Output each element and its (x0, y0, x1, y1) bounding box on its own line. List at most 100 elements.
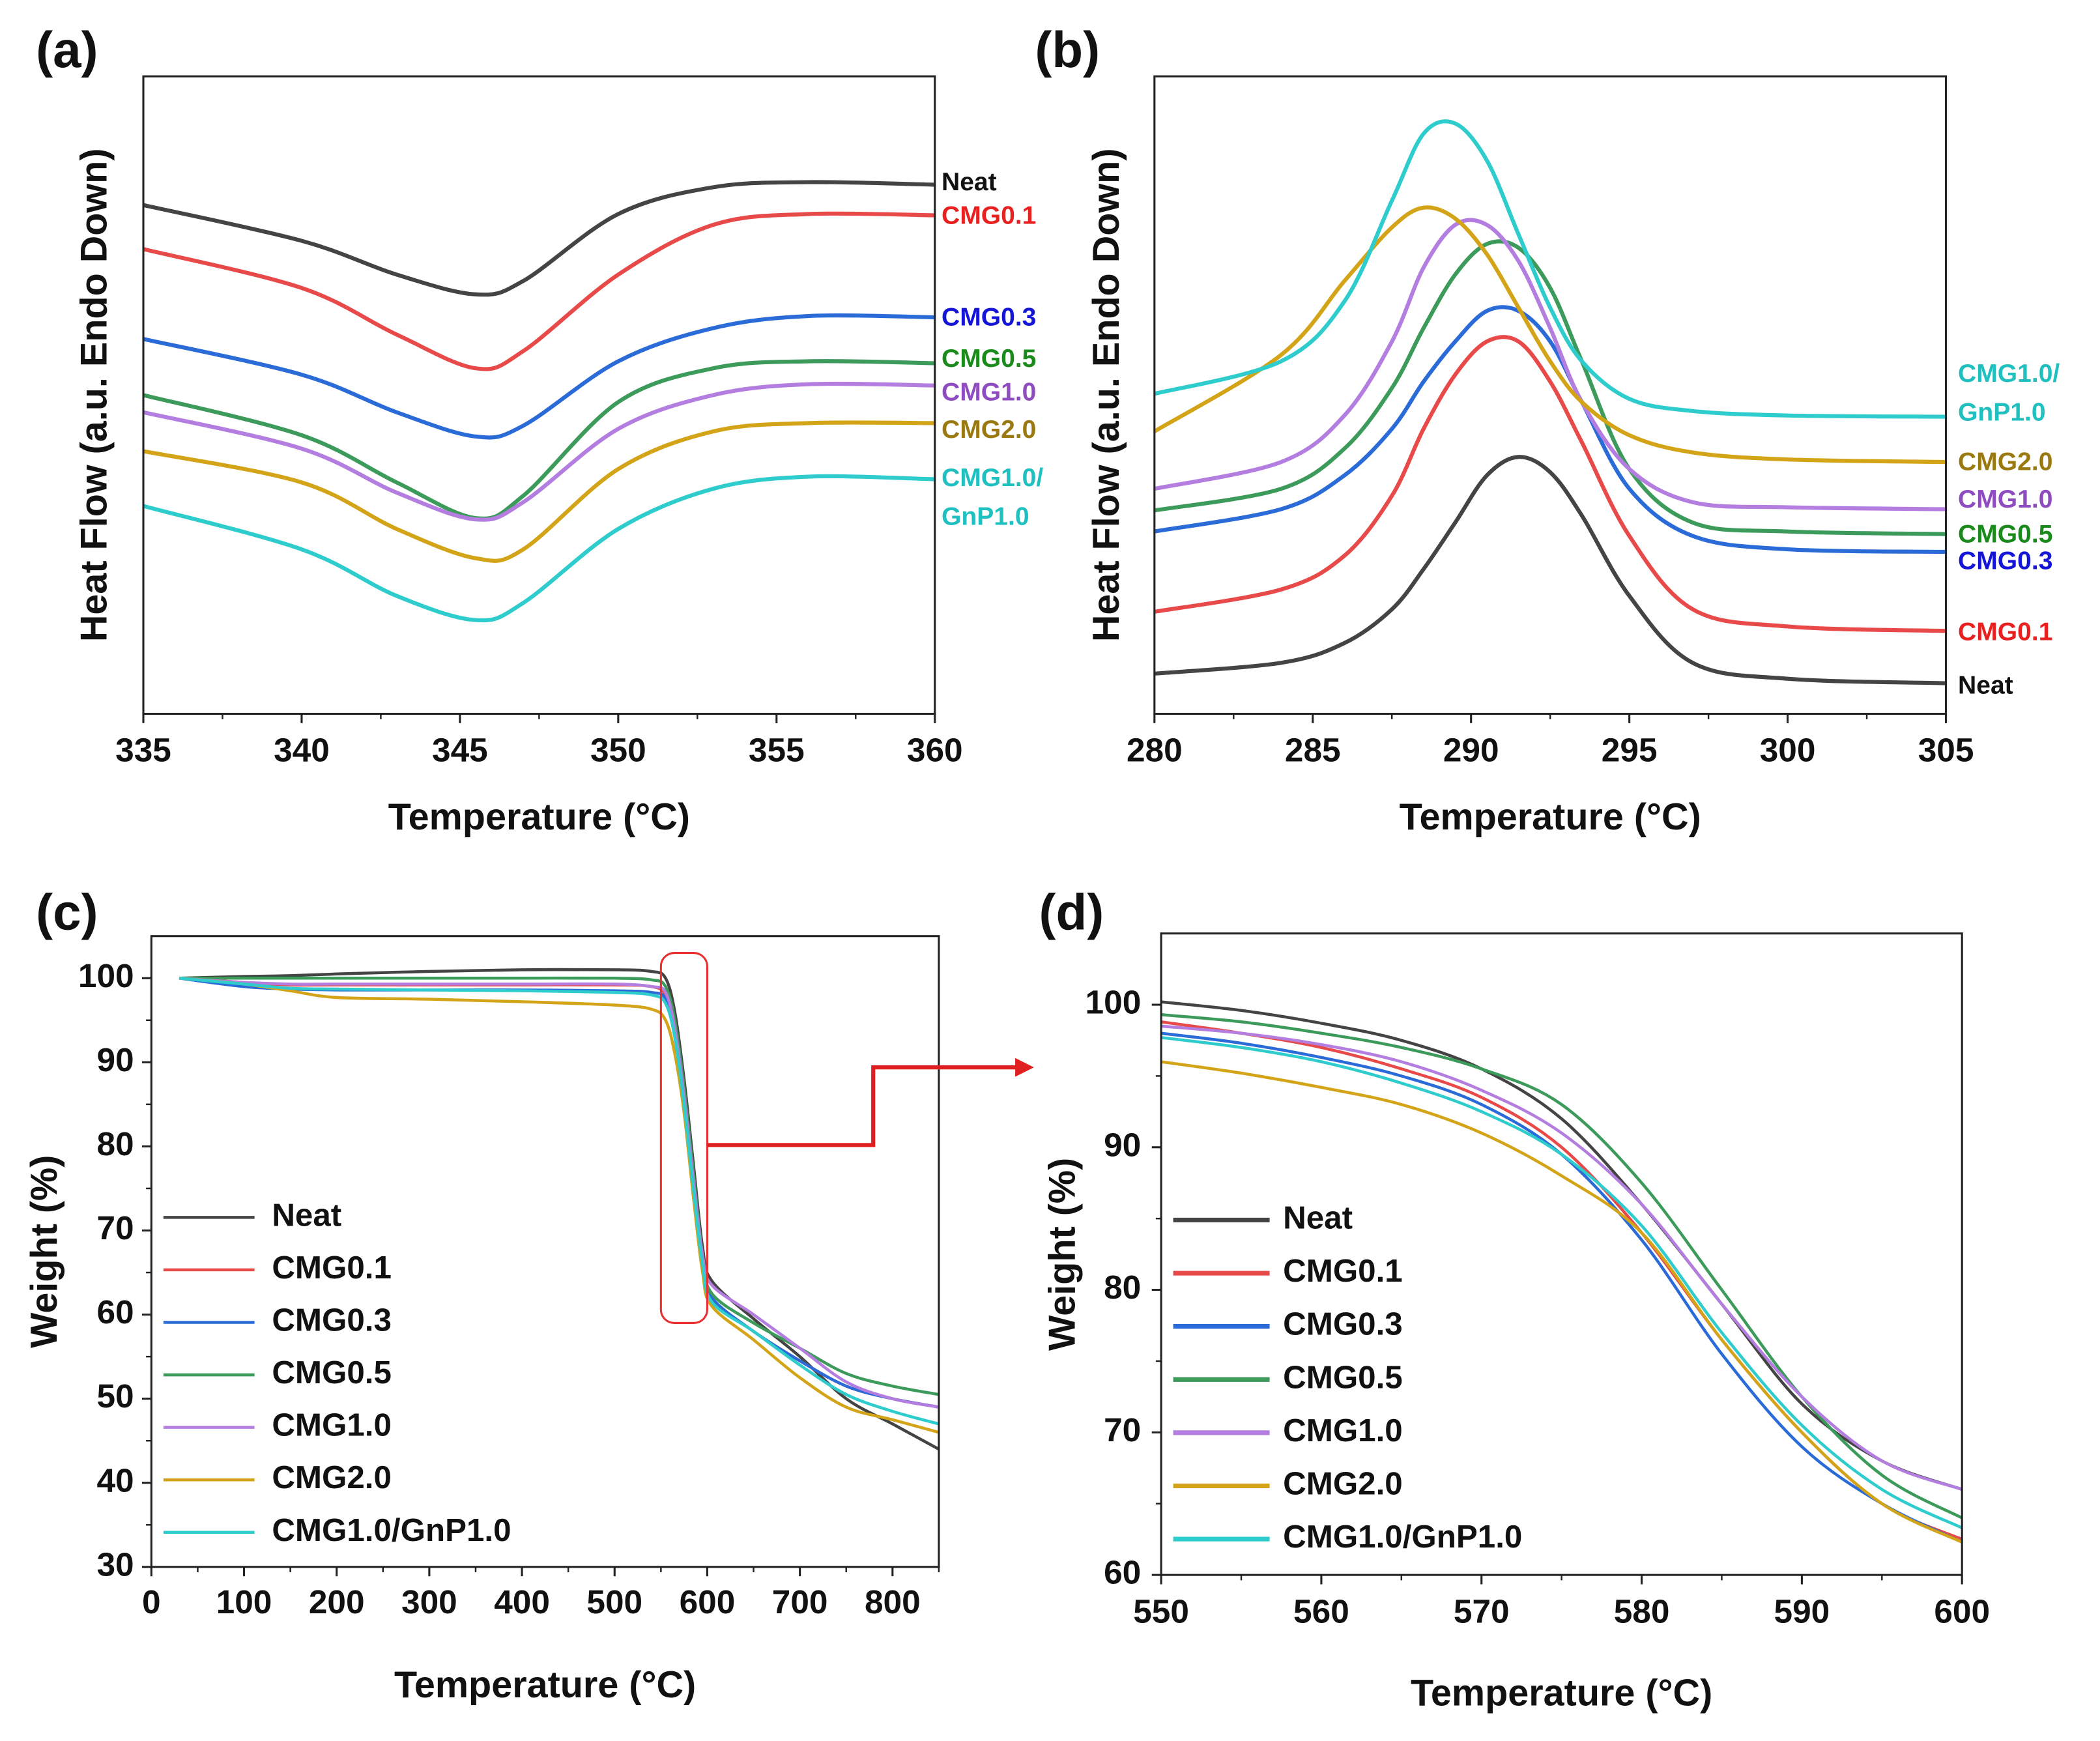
panel-label: (b) (1035, 21, 1100, 78)
panel-label: (a) (36, 21, 98, 78)
zoom-region-box (659, 951, 708, 1325)
y-tick-label: 100 (1086, 983, 1142, 1021)
legend-label: CMG1.0 (272, 1407, 392, 1443)
y-axis-title: Weight (%) (1041, 1158, 1083, 1351)
series-line-cmg1-0-gnp1-0 (179, 977, 940, 1426)
series-line-cmg2-0 (143, 420, 935, 563)
y-tick-label: 70 (96, 1209, 134, 1246)
legend-label: CMG2.0 (1283, 1465, 1403, 1501)
series-group (1160, 1000, 1963, 1544)
zoom-arrow-head (1015, 1058, 1034, 1077)
x-axis-title: Temperature (°C) (1411, 1672, 1712, 1714)
zoom-arrow-line (707, 1065, 1018, 1147)
legend-label: CMG2.0 (272, 1460, 392, 1495)
series-end-label: CMG0.3 (942, 303, 1036, 331)
chart-panel-c: (c) 0 100 200 300 400 500 600 700 800 30 40 50 60 70 80… (23, 884, 1034, 1706)
y-tick-label: 60 (96, 1293, 134, 1331)
x-tick-label: 100 (216, 1583, 272, 1620)
series-line-neat (1160, 1000, 1963, 1491)
legend-label: CMG0.1 (272, 1250, 392, 1286)
y-tick-label: 90 (96, 1041, 134, 1078)
series-line-cmg0-5 (1154, 239, 1946, 536)
legend: Neat CMG0.1 CMG0.3 CMG0.5 CMG1.0 CMG2.0 CMG1.0… (1173, 1200, 1522, 1555)
legend-label: Neat (272, 1197, 341, 1233)
x-tick-label: 550 (1133, 1592, 1189, 1630)
y-tick-label: 70 (1104, 1411, 1141, 1448)
series-line-cmg0-5 (143, 359, 935, 521)
series-line-neat (179, 968, 940, 1451)
x-tick-label: 500 (586, 1583, 642, 1620)
x-tick-label: 300 (1760, 731, 1816, 769)
legend-label: CMG0.5 (1283, 1359, 1403, 1395)
x-tick-label: 280 (1127, 731, 1183, 769)
series-group (143, 180, 935, 623)
x-tick-label: 340 (274, 731, 330, 769)
legend-label: CMG0.3 (1283, 1306, 1403, 1342)
x-tick-label: 600 (680, 1583, 736, 1620)
series-end-label: Neat (1958, 672, 2013, 700)
series-end-label: GnP1.0 (942, 503, 1029, 531)
plot-frame (142, 75, 936, 715)
series-line-cmg2-0 (1160, 1060, 1963, 1544)
legend-label: CMG1.0/GnP1.0 (1283, 1519, 1522, 1555)
y-tick-label: 80 (1104, 1268, 1141, 1306)
series-line-cmg1-0 (1160, 1024, 1963, 1491)
series-line-cmg1-0 (179, 976, 940, 1409)
series-line-cmg0-3 (143, 313, 935, 440)
series-line-cmg2-0 (179, 977, 940, 1434)
series-line-cmg2-0 (1153, 205, 1946, 465)
series-line-cmg1-0 (143, 381, 935, 522)
series-line-neat (1154, 455, 1946, 685)
legend-label: CMG0.3 (272, 1302, 392, 1338)
x-tick-label: 295 (1602, 731, 1658, 769)
x-axis-title: Temperature (°C) (394, 1664, 696, 1706)
chart-panel-b: (b) 280 285 290 295 300 305 Temperature (°C) Hea… (1035, 21, 2060, 838)
x-tick-label: 570 (1454, 1592, 1510, 1630)
legend: Neat CMG0.1 CMG0.3 CMG0.5 CMG1.0 CMG2.0 CMG1.0… (163, 1197, 511, 1548)
series-line-cmg0-1 (143, 211, 935, 371)
x-tick-label: 700 (772, 1583, 828, 1620)
series-end-label: Neat (942, 168, 997, 196)
x-tick-label: 335 (115, 731, 171, 769)
x-tick-label: 305 (1918, 731, 1974, 769)
series-line-cmg0-1 (1154, 335, 1946, 633)
series-end-label: CMG1.0 (942, 379, 1036, 407)
x-tick-label: 600 (1934, 1592, 1990, 1630)
series-line-cmg0-3 (1154, 305, 1946, 554)
series-line-cmg0-3 (179, 977, 940, 1409)
legend-label: CMG0.1 (1283, 1253, 1403, 1289)
x-tick-label: 290 (1443, 731, 1499, 769)
legend-label: CMG1.0/GnP1.0 (272, 1512, 511, 1548)
series-line-cmg1-0-gnp1-0 (143, 474, 935, 623)
series-end-label: CMG0.3 (1958, 547, 2052, 575)
series-line-cmg0-1 (179, 976, 940, 1409)
y-tick-label: 90 (1104, 1125, 1141, 1163)
y-axis-title: Weight (%) (23, 1155, 65, 1348)
x-tick-label: 345 (432, 731, 488, 769)
x-tick-label: 400 (494, 1583, 550, 1620)
x-tick-label: 360 (907, 731, 963, 769)
y-tick-label: 40 (96, 1461, 134, 1499)
y-axis-title: Heat Flow (a.u. Endo Down) (73, 149, 115, 642)
plot-frame (150, 935, 940, 1568)
series-end-label: CMG1.0/ (942, 464, 1043, 492)
series-line-cmg1-0-gnp1-0 (1154, 119, 1946, 419)
series-end-label: CMG0.5 (1958, 520, 2052, 548)
series-end-label: GnP1.0 (1958, 398, 2046, 426)
series-group (1153, 119, 1946, 685)
x-tick-label: 800 (865, 1583, 921, 1620)
x-axis-title: Temperature (°C) (388, 796, 690, 838)
x-tick-label: 560 (1293, 1592, 1349, 1630)
series-line-cmg1-0-gnp1-0 (1160, 1036, 1963, 1529)
x-tick-label: 590 (1774, 1592, 1830, 1630)
series-end-label: CMG2.0 (1958, 448, 2052, 476)
x-tick-label: 355 (749, 731, 805, 769)
x-tick-label: 285 (1285, 731, 1341, 769)
series-end-label: CMG2.0 (942, 416, 1036, 444)
x-tick-label: 300 (401, 1583, 457, 1620)
panel-label: (c) (36, 884, 98, 941)
series-end-label: CMG1.0/ (1958, 360, 2060, 388)
x-axis-title: Temperature (°C) (1400, 796, 1701, 838)
y-tick-label: 60 (1104, 1553, 1141, 1591)
